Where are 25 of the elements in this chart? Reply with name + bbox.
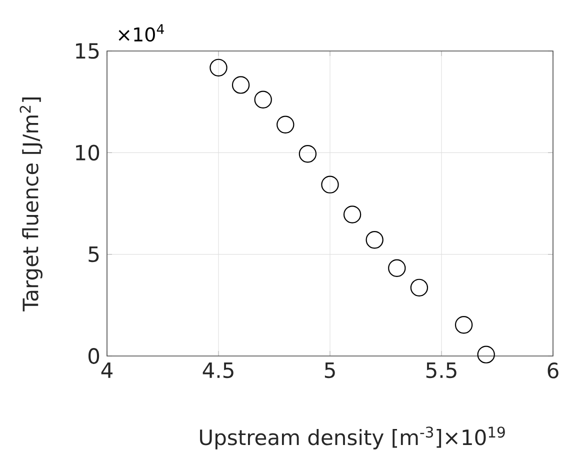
y-axis-title: Target fluence [J/m$^{2}$]: [20, 98, 42, 312]
x-tick-label: 5.5: [426, 362, 456, 378]
x-tick-label: 4: [101, 362, 113, 378]
y-tick-label: 5: [88, 246, 99, 262]
point: [298, 145, 317, 163]
point: [276, 116, 294, 134]
x-tick-label: 4.5: [202, 362, 234, 378]
point: [366, 231, 384, 249]
point: [232, 76, 250, 94]
point: [254, 90, 272, 108]
y-tick-label: 15: [76, 43, 99, 59]
text: ×10$^{4}$: [118, 24, 164, 42]
y-tick-label: 10: [76, 144, 100, 161]
x-tick-label: 6: [548, 362, 558, 378]
x-axis-title: Upstream density [m$^{-3}$]: [200, 426, 442, 450]
y-tick-label: 0: [88, 348, 100, 364]
point: [210, 58, 228, 77]
x-tick-label: 5: [324, 362, 335, 378]
text: ×10$^{19}$: [446, 426, 505, 446]
point: [321, 176, 339, 194]
point: [388, 259, 406, 278]
point: [454, 316, 473, 334]
point: [410, 278, 428, 297]
point: [477, 346, 495, 364]
point: [343, 206, 362, 224]
